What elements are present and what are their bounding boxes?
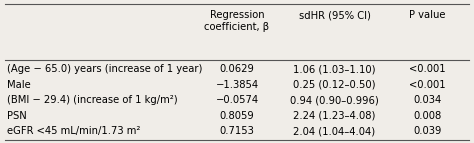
Text: 0.25 (0.12–0.50): 0.25 (0.12–0.50) [293, 80, 376, 90]
Text: Regression
coefficient, β: Regression coefficient, β [204, 10, 270, 32]
Text: 0.008: 0.008 [413, 111, 442, 121]
Text: 0.8059: 0.8059 [219, 111, 255, 121]
Text: 0.0629: 0.0629 [219, 64, 255, 74]
Text: −1.3854: −1.3854 [216, 80, 258, 90]
Text: <0.001: <0.001 [409, 64, 446, 74]
Text: 2.24 (1.23–4.08): 2.24 (1.23–4.08) [293, 111, 376, 121]
Text: 0.039: 0.039 [413, 126, 442, 136]
Text: sdHR (95% CI): sdHR (95% CI) [299, 10, 371, 20]
Text: <0.001: <0.001 [409, 80, 446, 90]
Text: 0.7153: 0.7153 [219, 126, 255, 136]
Text: 2.04 (1.04–4.04): 2.04 (1.04–4.04) [293, 126, 375, 136]
Text: −0.0574: −0.0574 [216, 95, 258, 105]
Text: 0.034: 0.034 [413, 95, 442, 105]
Text: 1.06 (1.03–1.10): 1.06 (1.03–1.10) [293, 64, 376, 74]
Text: eGFR <45 mL/min/1.73 m²: eGFR <45 mL/min/1.73 m² [7, 126, 140, 136]
Text: PSN: PSN [7, 111, 27, 121]
Text: P value: P value [409, 10, 446, 20]
Text: (BMI − 29.4) (increase of 1 kg/m²): (BMI − 29.4) (increase of 1 kg/m²) [7, 95, 178, 105]
Text: Male: Male [7, 80, 31, 90]
Text: (Age − 65.0) years (increase of 1 year): (Age − 65.0) years (increase of 1 year) [7, 64, 202, 74]
Text: 0.94 (0.90–0.996): 0.94 (0.90–0.996) [290, 95, 379, 105]
